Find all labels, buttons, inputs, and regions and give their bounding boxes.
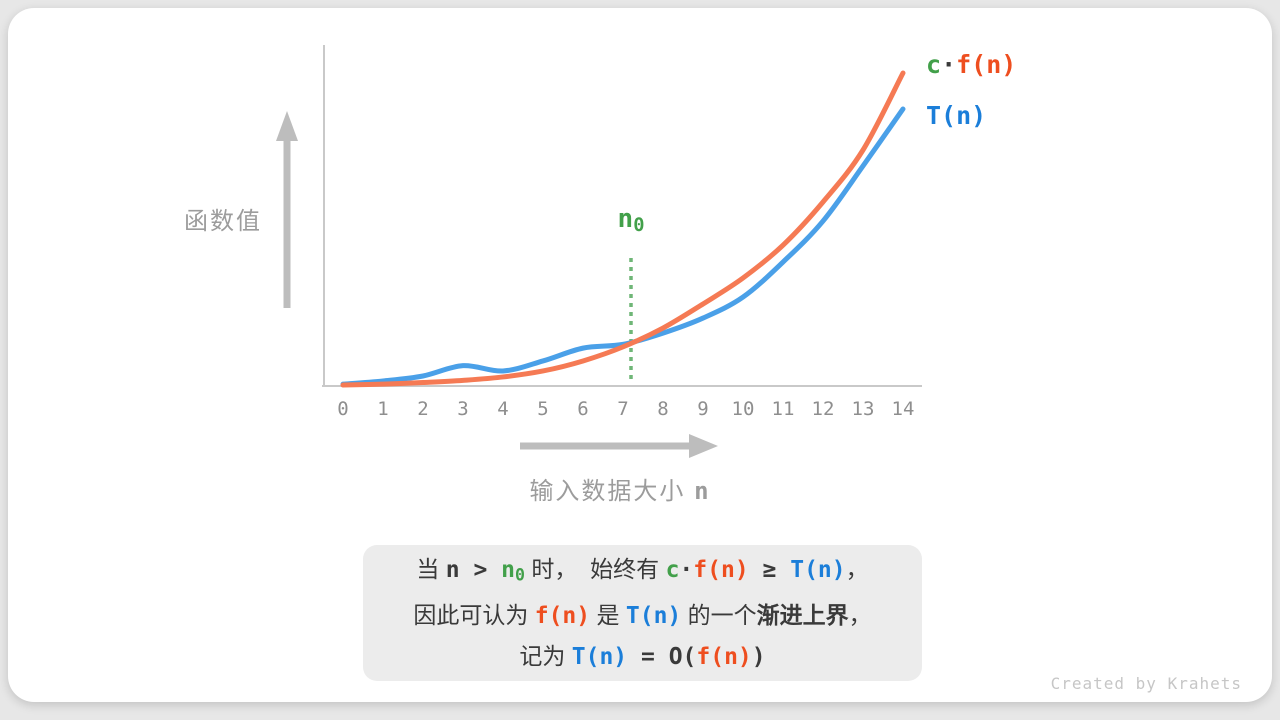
n0-label-base: n bbox=[617, 204, 634, 234]
x-tick-label: 1 bbox=[377, 398, 389, 420]
x-tick-label: 12 bbox=[811, 398, 835, 420]
text-segment: c bbox=[926, 50, 942, 79]
annotation-line-3: 记为 T(n) = O(f(n)) bbox=[519, 640, 765, 673]
x-tick-label: 5 bbox=[537, 398, 549, 420]
text-segment: f(n) bbox=[956, 50, 1017, 79]
text-segment: 时， bbox=[525, 555, 591, 582]
x-tick-label: 3 bbox=[457, 398, 469, 420]
text-segment: n bbox=[501, 556, 516, 583]
text-segment: ≥ bbox=[748, 556, 791, 583]
text-segment: ， bbox=[848, 602, 872, 629]
annotation-line-2: 因此可认为 f(n) 是 T(n) 的一个渐进上界， bbox=[413, 599, 871, 632]
text-segment: 始终有 bbox=[590, 555, 666, 582]
x-axis-label-variable: n bbox=[694, 477, 709, 505]
text-segment: 记为 bbox=[519, 643, 572, 670]
x-tick-label: 4 bbox=[497, 398, 509, 420]
text-segment: 的一个 bbox=[681, 602, 757, 629]
text-segment: > bbox=[459, 556, 502, 583]
y-axis-label: 函数值 bbox=[184, 208, 262, 235]
legend-cfn: c·f(n) bbox=[926, 50, 1016, 79]
text-segment-subscript: 0 bbox=[515, 565, 525, 585]
text-segment: T(n) bbox=[571, 644, 628, 671]
x-tick-label: 7 bbox=[617, 398, 629, 420]
x-tick-label: 2 bbox=[417, 398, 429, 420]
n0-label: n0 bbox=[618, 204, 645, 236]
x-tick-label: 14 bbox=[891, 398, 915, 420]
text-segment: T(n) bbox=[790, 556, 846, 583]
text-segment: f(n) bbox=[534, 603, 591, 630]
n0-label-subscript: 0 bbox=[633, 215, 645, 237]
x-tick-label: 13 bbox=[851, 398, 875, 420]
text-segment: T(n) bbox=[926, 101, 987, 130]
legend-tn: T(n) bbox=[926, 101, 986, 130]
text-segment: = bbox=[627, 644, 669, 671]
text-segment: 当 bbox=[416, 555, 446, 582]
text-segment: ) bbox=[751, 644, 766, 671]
text-segment: O( bbox=[668, 644, 697, 671]
text-segment: f(n) bbox=[693, 556, 749, 583]
text-segment: T(n) bbox=[625, 603, 682, 630]
text-segment: ， bbox=[845, 555, 869, 582]
x-tick-label: 9 bbox=[697, 398, 709, 420]
text-segment: 因此可认为 bbox=[413, 602, 535, 629]
annotation-line-1: 当 n > n0 时， 始终有 c·f(n) ≥ T(n)， bbox=[416, 553, 868, 592]
x-tick-label: 8 bbox=[657, 398, 669, 420]
text-segment: · bbox=[941, 50, 957, 79]
text-segment: n bbox=[445, 556, 460, 583]
x-tick-label: 6 bbox=[577, 398, 589, 420]
text-segment: · bbox=[679, 556, 694, 583]
x-tick-label: 0 bbox=[337, 398, 349, 420]
text-segment: f(n) bbox=[696, 644, 752, 671]
text-segment: 渐进上界 bbox=[756, 602, 849, 629]
x-axis-label-text: 输入数据大小 bbox=[529, 478, 695, 505]
x-axis-label: 输入数据大小 n bbox=[529, 471, 708, 506]
annotation-box: 当 n > n0 时， 始终有 c·f(n) ≥ T(n)， 因此可认为 f(n… bbox=[363, 545, 922, 681]
credit-text: Created by Krahets bbox=[1050, 674, 1242, 693]
text-segment: c bbox=[665, 556, 680, 583]
x-tick-label: 10 bbox=[731, 398, 755, 420]
text-segment: 是 bbox=[590, 602, 626, 629]
x-tick-label: 11 bbox=[771, 398, 795, 420]
